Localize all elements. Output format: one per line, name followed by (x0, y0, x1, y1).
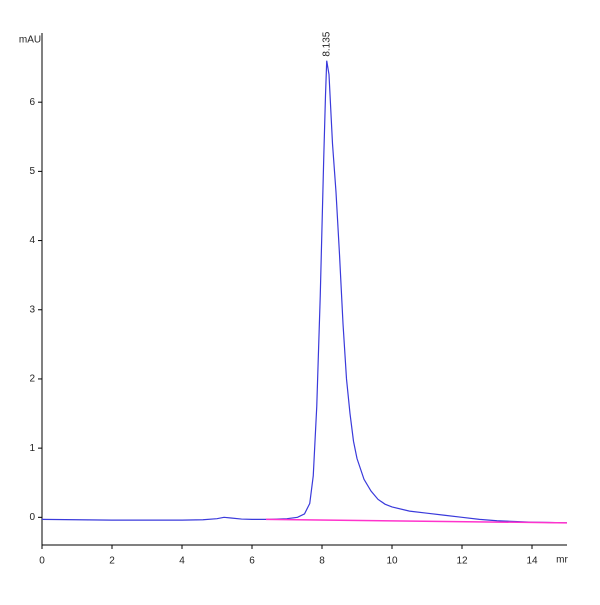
x-tick-label: 4 (179, 556, 185, 567)
y-tick-label: 1 (29, 443, 35, 454)
y-tick-label: 6 (29, 97, 35, 108)
trace (265, 518, 568, 524)
x-tick-label: 10 (386, 556, 398, 567)
x-axis-label: mr (556, 555, 568, 566)
y-tick-label: 4 (29, 235, 35, 246)
y-tick-label: 3 (29, 304, 35, 315)
y-tick-label: 2 (29, 374, 35, 385)
x-tick-label: 0 (39, 556, 45, 567)
y-axis-label: mAU (19, 35, 41, 46)
peak-label: 8.135 (321, 31, 332, 56)
y-tick-label: 0 (29, 512, 35, 523)
x-tick-label: 8 (319, 556, 325, 567)
x-tick-label: 6 (249, 556, 255, 567)
x-tick-label: 2 (109, 556, 115, 567)
x-tick-label: 14 (526, 556, 538, 567)
x-tick-label: 12 (456, 556, 468, 567)
trace (41, 60, 568, 524)
y-tick-label: 5 (29, 166, 35, 177)
